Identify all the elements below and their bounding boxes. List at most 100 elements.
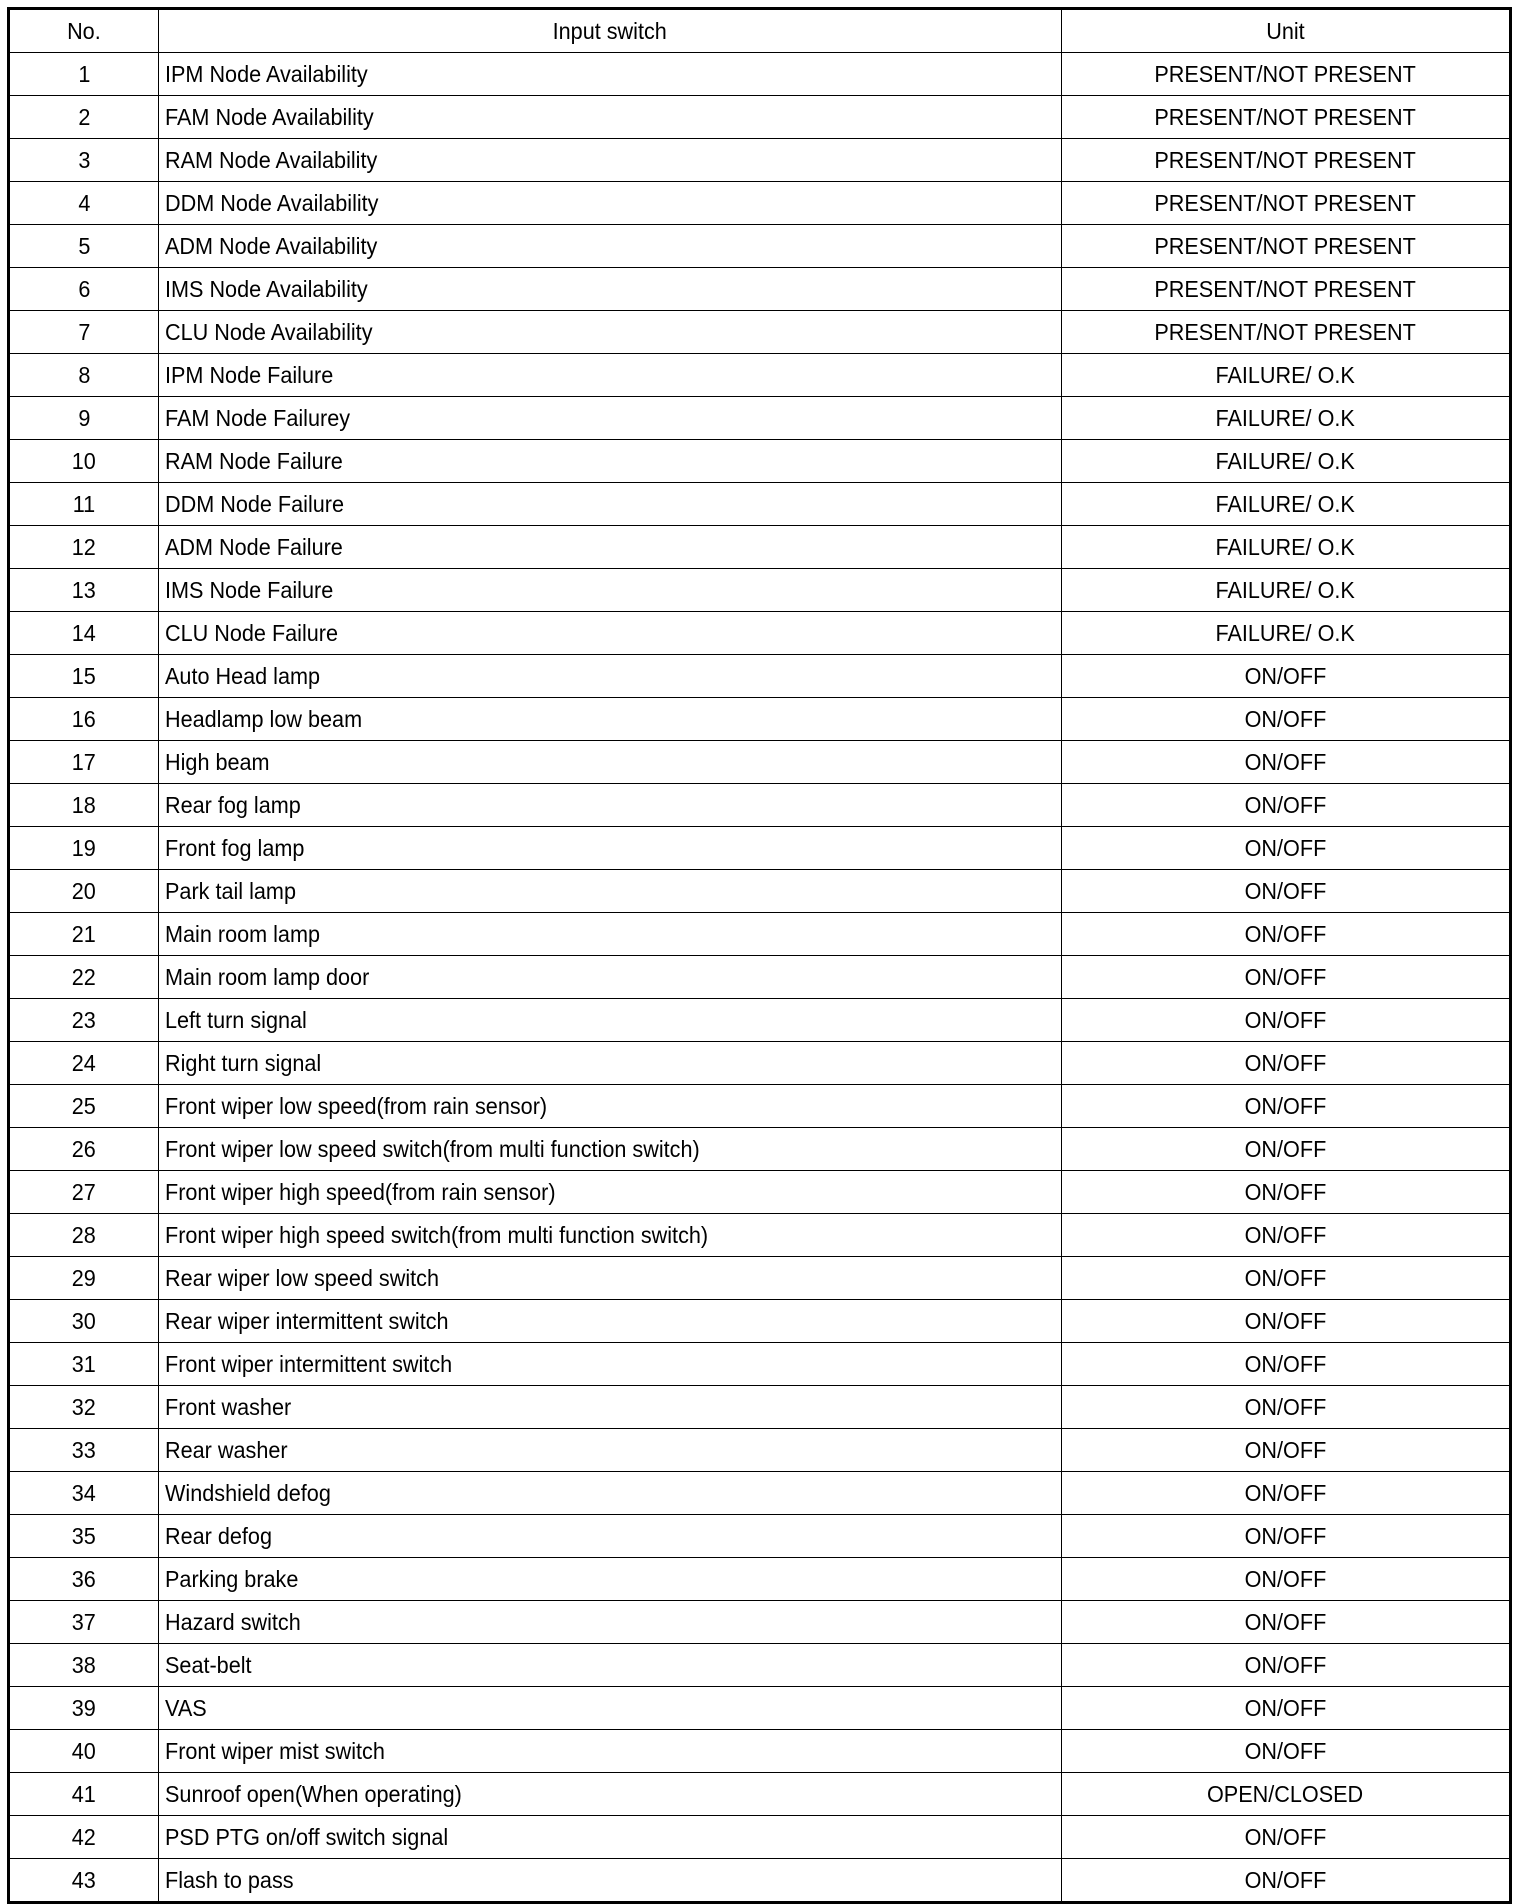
cell-input-switch: High beam xyxy=(158,740,1062,784)
cell-input-switch: Rear fog lamp xyxy=(158,783,1062,827)
table-row: 20 Park tail lamp ON/OFF xyxy=(8,869,1511,913)
cell-input-switch: Front wiper mist switch xyxy=(158,1729,1062,1773)
cell-no: 30 xyxy=(8,1299,159,1343)
cell-unit: ON/OFF xyxy=(1061,1729,1511,1773)
table-row: 33 Rear washer ON/OFF xyxy=(8,1428,1511,1472)
cell-no: 9 xyxy=(8,396,159,440)
cell-unit: FAILURE/ O.K xyxy=(1061,482,1511,526)
table-row: 28 Front wiper high speed switch(from mul… xyxy=(8,1213,1511,1257)
cell-unit: ON/OFF xyxy=(1061,1643,1511,1687)
cell-unit: ON/OFF xyxy=(1061,1557,1511,1601)
cell-unit: PRESENT/NOT PRESENT xyxy=(1061,267,1511,311)
cell-unit: ON/OFF xyxy=(1061,654,1511,698)
cell-unit: ON/OFF xyxy=(1061,869,1511,913)
table-row: 13 IMS Node Failure FAILURE/ O.K xyxy=(8,568,1511,612)
table-row: 16 Headlamp low beam ON/OFF xyxy=(8,697,1511,741)
cell-input-switch: Front wiper low speed(from rain sensor) xyxy=(158,1084,1062,1128)
table-row: 14 CLU Node Failure FAILURE/ O.K xyxy=(8,611,1511,655)
cell-input-switch: Park tail lamp xyxy=(158,869,1062,913)
cell-no: 7 xyxy=(8,310,159,354)
table-row: 21 Main room lamp ON/OFF xyxy=(8,912,1511,956)
cell-input-switch: Sunroof open(When operating) xyxy=(158,1772,1062,1816)
cell-no: 40 xyxy=(8,1729,159,1773)
table-row: 17 High beam ON/OFF xyxy=(8,740,1511,784)
cell-unit: OPEN/CLOSED xyxy=(1061,1772,1511,1816)
table-row: 34 Windshield defog ON/OFF xyxy=(8,1471,1511,1515)
cell-unit: FAILURE/ O.K xyxy=(1061,568,1511,612)
cell-no: 38 xyxy=(8,1643,159,1687)
table-row: 4 DDM Node Availability PRESENT/NOT PRESEN… xyxy=(8,181,1511,225)
header-unit: Unit xyxy=(1061,8,1511,53)
cell-unit: ON/OFF xyxy=(1061,998,1511,1042)
table-row: 15 Auto Head lamp ON/OFF xyxy=(8,654,1511,698)
cell-unit: ON/OFF xyxy=(1061,1299,1511,1343)
cell-unit: ON/OFF xyxy=(1061,1213,1511,1257)
table-row: 40 Front wiper mist switch ON/OFF xyxy=(8,1729,1511,1773)
cell-unit: ON/OFF xyxy=(1061,1170,1511,1214)
cell-no: 36 xyxy=(8,1557,159,1601)
cell-unit: PRESENT/NOT PRESENT xyxy=(1061,310,1511,354)
table-row: 27 Front wiper high speed(from rain senso… xyxy=(8,1170,1511,1214)
cell-no: 24 xyxy=(8,1041,159,1085)
cell-input-switch: DDM Node Availability xyxy=(158,181,1062,225)
cell-unit: FAILURE/ O.K xyxy=(1061,396,1511,440)
cell-input-switch: FAM Node Failurey xyxy=(158,396,1062,440)
cell-unit: FAILURE/ O.K xyxy=(1061,353,1511,397)
table-row: 11 DDM Node Failure FAILURE/ O.K xyxy=(8,482,1511,526)
cell-no: 16 xyxy=(8,697,159,741)
table-row: 35 Rear defog ON/OFF xyxy=(8,1514,1511,1558)
table-row: 2 FAM Node Availability PRESENT/NOT PRESEN… xyxy=(8,95,1511,139)
cell-no: 3 xyxy=(8,138,159,182)
cell-unit: PRESENT/NOT PRESENT xyxy=(1061,95,1511,139)
cell-input-switch: IPM Node Failure xyxy=(158,353,1062,397)
cell-no: 26 xyxy=(8,1127,159,1171)
header-input-switch: Input switch xyxy=(158,8,1062,53)
cell-no: 6 xyxy=(8,267,159,311)
cell-unit: PRESENT/NOT PRESENT xyxy=(1061,52,1511,96)
cell-unit: PRESENT/NOT PRESENT xyxy=(1061,224,1511,268)
cell-no: 43 xyxy=(8,1858,159,1903)
table-row: 36 Parking brake ON/OFF xyxy=(8,1557,1511,1601)
cell-unit: ON/OFF xyxy=(1061,1686,1511,1730)
cell-unit: ON/OFF xyxy=(1061,1428,1511,1472)
cell-no: 8 xyxy=(8,353,159,397)
table-row: 9 FAM Node Failurey FAILURE/ O.K xyxy=(8,396,1511,440)
cell-input-switch: Front wiper low speed switch(from multi … xyxy=(158,1127,1062,1171)
cell-input-switch: DDM Node Failure xyxy=(158,482,1062,526)
cell-unit: ON/OFF xyxy=(1061,697,1511,741)
cell-input-switch: Front wiper intermittent switch xyxy=(158,1342,1062,1386)
cell-unit: ON/OFF xyxy=(1061,955,1511,999)
table-row: 1 IPM Node Availability PRESENT/NOT PRESEN… xyxy=(8,52,1511,96)
cell-input-switch: Parking brake xyxy=(158,1557,1062,1601)
cell-unit: ON/OFF xyxy=(1061,1256,1511,1300)
table-row: 25 Front wiper low speed(from rain sensor… xyxy=(8,1084,1511,1128)
cell-input-switch: Front wiper high speed(from rain sensor) xyxy=(158,1170,1062,1214)
cell-no: 39 xyxy=(8,1686,159,1730)
cell-input-switch: FAM Node Availability xyxy=(158,95,1062,139)
cell-no: 22 xyxy=(8,955,159,999)
cell-unit: ON/OFF xyxy=(1061,1514,1511,1558)
cell-no: 5 xyxy=(8,224,159,268)
cell-no: 1 xyxy=(8,52,159,96)
cell-unit: ON/OFF xyxy=(1061,1084,1511,1128)
table-row: 6 IMS Node Availability PRESENT/NOT PRESEN… xyxy=(8,267,1511,311)
table-row: 26 Front wiper low speed switch(from mult… xyxy=(8,1127,1511,1171)
cell-no: 10 xyxy=(8,439,159,483)
cell-unit: ON/OFF xyxy=(1061,1815,1511,1859)
cell-input-switch: IMS Node Availability xyxy=(158,267,1062,311)
cell-unit: PRESENT/NOT PRESENT xyxy=(1061,138,1511,182)
cell-no: 14 xyxy=(8,611,159,655)
cell-input-switch: IMS Node Failure xyxy=(158,568,1062,612)
cell-no: 32 xyxy=(8,1385,159,1429)
cell-no: 41 xyxy=(8,1772,159,1816)
cell-no: 13 xyxy=(8,568,159,612)
cell-no: 37 xyxy=(8,1600,159,1644)
table-row: 7 CLU Node Availability PRESENT/NOT PRESEN… xyxy=(8,310,1511,354)
cell-input-switch: RAM Node Failure xyxy=(158,439,1062,483)
cell-input-switch: Front washer xyxy=(158,1385,1062,1429)
table-row: 8 IPM Node Failure FAILURE/ O.K xyxy=(8,353,1511,397)
header-row: No. Input switch Unit xyxy=(8,8,1511,53)
cell-no: 31 xyxy=(8,1342,159,1386)
cell-input-switch: PSD PTG on/off switch signal xyxy=(158,1815,1062,1859)
cell-no: 12 xyxy=(8,525,159,569)
